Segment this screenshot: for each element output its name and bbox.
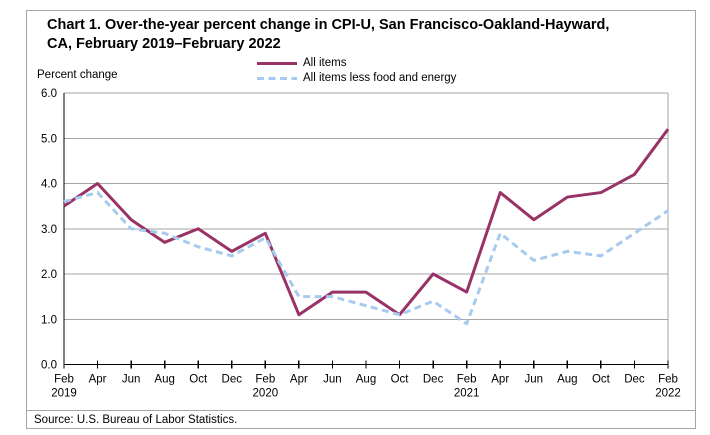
series-line-1 [63,191,669,326]
x-axis-month-label: Oct [189,374,208,386]
y-axis-tick-label: 3.0 [41,224,57,236]
chart-title-line2: CA, February 2019–February 2022 [47,36,281,52]
source-note: Source: U.S. Bureau of Labor Statistics. [34,414,238,426]
x-axis-month-label: Jun [122,374,141,386]
x-axis-year-label: 2020 [253,388,279,400]
core-line-swatch [257,76,297,80]
x-axis-month-label: Feb [255,374,275,386]
y-axis-tick-label: 5.0 [41,133,57,145]
y-axis-tick-label: 2.0 [41,269,57,281]
series-line-0 [63,128,670,317]
chart-title-line1: Chart 1. Over-the-year percent change in… [47,17,610,33]
x-axis-month-label: Apr [491,374,509,386]
x-axis-year-label: 2022 [655,388,681,400]
all-items-line-swatch [257,61,297,65]
x-axis-month-label: Aug [356,374,376,386]
chart-frame: Chart 1. Over-the-year percent change in… [26,10,696,429]
x-axis-month-label: Aug [154,374,174,386]
x-axis-month-label: Aug [557,374,577,386]
y-axis-unit-label: Percent change [37,69,118,81]
x-axis-month-label: Oct [391,374,410,386]
source-divider [27,410,695,411]
x-axis-month-label: Feb [54,374,74,386]
legend-item-all-items: All items [257,56,456,70]
legend-label-all-items: All items [303,57,347,69]
x-axis-year-label: 2021 [454,388,480,400]
x-axis-month-label: Jun [525,374,544,386]
legend: All items All items less food and energy [257,56,456,86]
legend-label-core: All items less food and energy [303,72,457,84]
y-axis-tick-label: 6.0 [41,88,57,100]
x-axis-month-label: Dec [423,374,444,386]
line-chart-plot: 0.0 1.0 2.0 3.0 4.0 5.0 6.0 Feb 2019 Apr Jun Aug Oct… [41,88,681,400]
x-axis-month-label: Feb [457,374,477,386]
x-axis-year-label: 2019 [51,388,77,400]
y-axis-tick-label: 1.0 [41,314,57,326]
x-axis-month-label: Apr [290,374,308,386]
x-axis-month-label: Feb [658,374,678,386]
x-axis-month-label: Apr [89,374,107,386]
x-axis-month-label: Oct [592,374,611,386]
x-axis-month-label: Dec [624,374,645,386]
x-axis-month-label: Dec [222,374,243,386]
y-axis-tick-label: 4.0 [41,179,57,191]
legend-item-core: All items less food and energy [257,71,456,85]
x-axis-month-label: Jun [323,374,342,386]
chart-title: Chart 1. Over-the-year percent change in… [47,16,687,54]
y-axis-tick-label: 0.0 [41,360,57,372]
